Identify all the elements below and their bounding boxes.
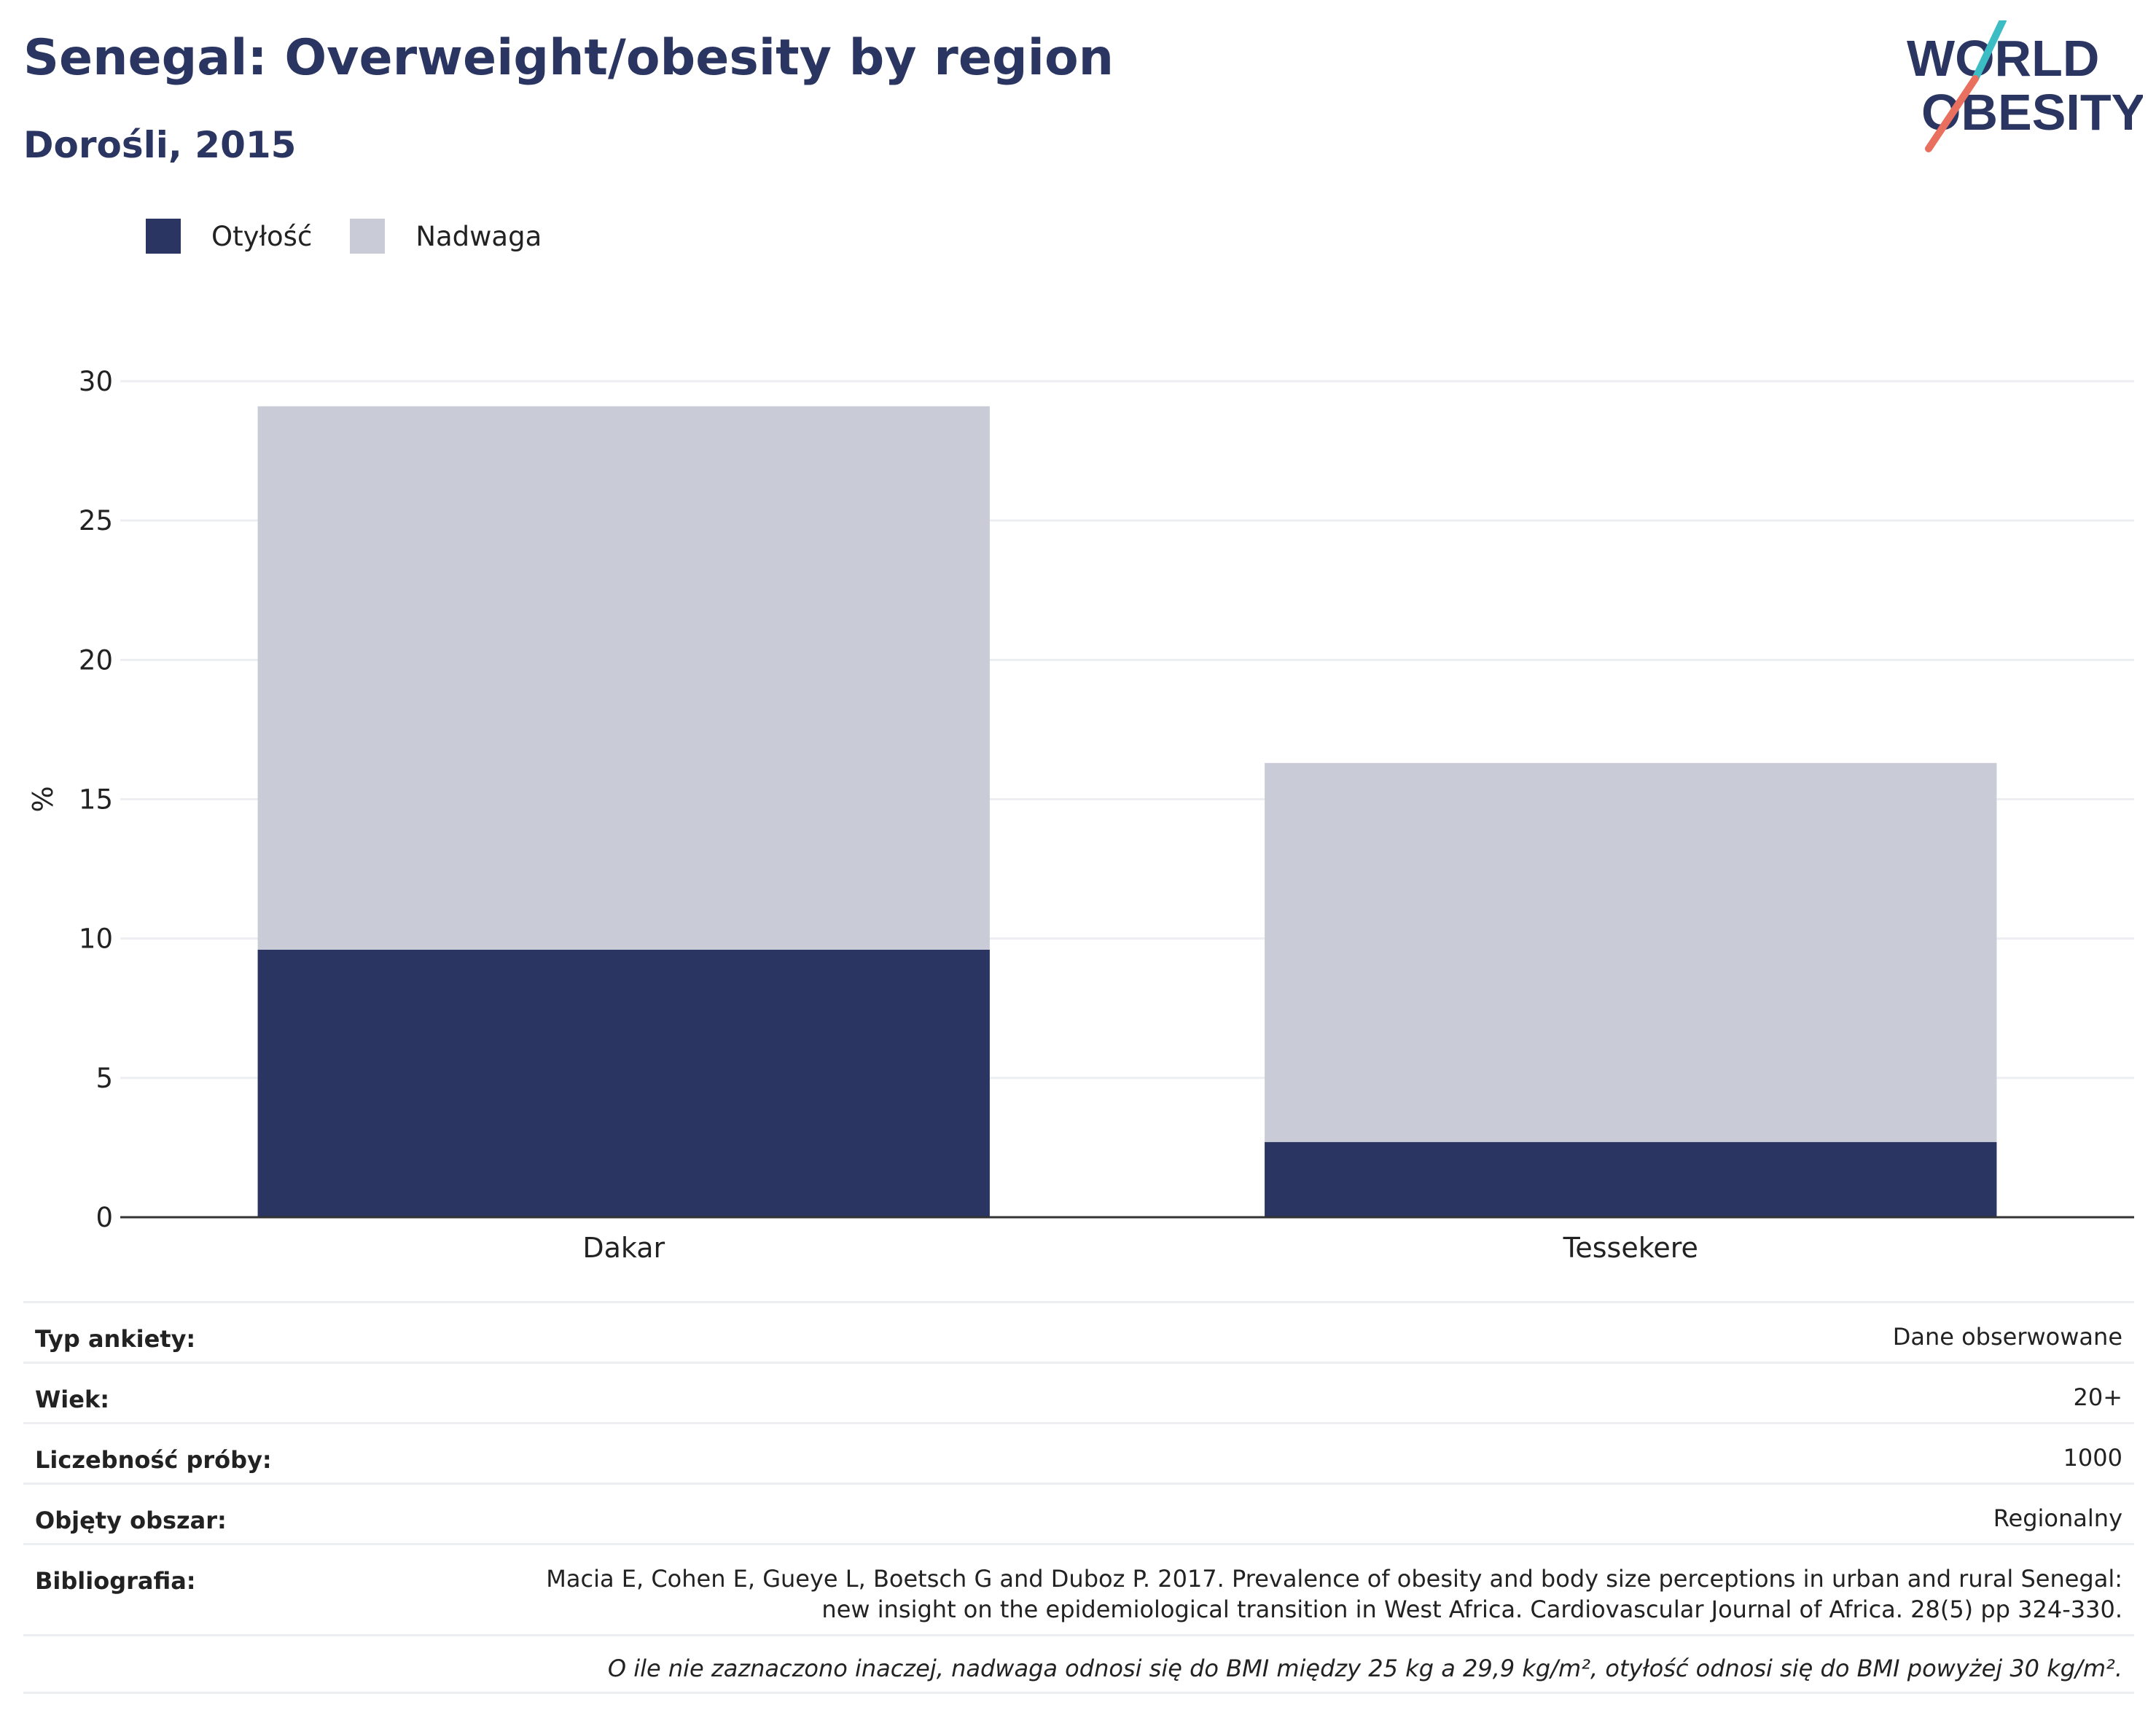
info-row: Wiek: 20+	[23, 1362, 2134, 1422]
info-value-line: Macia E, Cohen E, Gueye L, Boetsch G and…	[546, 1565, 2122, 1593]
info-value: 1000	[2063, 1442, 2122, 1473]
x-tick-label: Tessekere	[1563, 1232, 1698, 1264]
logo-slash-bottom	[1925, 75, 1979, 152]
y-tick-label: 15	[79, 784, 113, 816]
logo-text-world: WORLD	[1907, 30, 2099, 87]
info-row: Typ ankiety: Dane obserwowane	[23, 1301, 2134, 1362]
chart-legend: Otyłość Nadwaga	[146, 216, 579, 257]
y-axis-label: %	[27, 786, 59, 812]
info-value: 20+	[2073, 1382, 2122, 1413]
legend-swatch-overweight	[350, 219, 386, 254]
info-value-line: Dane obserwowane	[1892, 1323, 2122, 1351]
info-value-line: Regionalny	[1993, 1504, 2122, 1532]
info-key: Wiek:	[35, 1386, 110, 1413]
y-tick-label: 30	[79, 366, 113, 397]
info-row: Bibliografia: Macia E, Cohen E, Gueye L, …	[23, 1543, 2134, 1634]
definition-note: O ile nie zaznaczono inaczej, nadwaga od…	[607, 1655, 2122, 1682]
info-table: Typ ankiety: Dane obserwowane Wiek: 20+ Licz…	[23, 1301, 2134, 1694]
x-tick-label: Dakar	[582, 1232, 665, 1264]
info-key: Typ ankiety:	[35, 1325, 196, 1353]
y-tick-label: 5	[95, 1063, 113, 1094]
legend-swatch-obesity	[146, 219, 181, 254]
info-value: Macia E, Cohen E, Gueye L, Boetsch G and…	[546, 1563, 2122, 1625]
info-value: Regionalny	[1993, 1503, 2122, 1534]
y-tick-label: 20	[79, 644, 113, 676]
page-subtitle: Dorośli, 2015	[23, 124, 297, 166]
legend-label-overweight: Nadwaga	[415, 220, 542, 252]
info-value-line: 20+	[2073, 1383, 2122, 1411]
bar-overweight-tessekere	[1265, 762, 1997, 1142]
info-note-row: O ile nie zaznaczono inaczej, nadwaga od…	[23, 1634, 2134, 1694]
info-value: Dane obserwowane	[1893, 1321, 2122, 1352]
world-obesity-logo: WORLD OBESITY	[1907, 20, 2143, 152]
info-value-line: 1000	[2063, 1444, 2122, 1472]
info-value-line: new insight on the epidemiological trans…	[821, 1596, 2122, 1623]
legend-label-obesity: Otyłość	[211, 220, 313, 252]
bar-overweight-dakar	[257, 406, 990, 950]
page-title: Senegal: Overweight/obesity by region	[23, 29, 1114, 87]
info-row: Objęty obszar: Regionalny	[23, 1483, 2134, 1543]
info-key: Liczebność próby:	[35, 1446, 272, 1474]
info-row: Liczebność próby: 1000	[23, 1422, 2134, 1483]
info-key: Bibliografia:	[35, 1567, 196, 1595]
bar-obesity-tessekere	[1265, 1141, 1997, 1217]
stacked-bar-chart: 0 5 10 15 20 25 30% Dakar Tessekere	[27, 366, 2134, 1264]
info-key: Objęty obszar:	[35, 1507, 227, 1534]
y-tick-label: 0	[95, 1202, 113, 1233]
logo-text-obesity: OBESITY	[1921, 84, 2143, 141]
y-tick-label: 25	[79, 505, 113, 536]
y-tick-label: 10	[79, 923, 113, 955]
bar-obesity-dakar	[257, 949, 990, 1217]
logo-slash-top	[1972, 20, 2007, 82]
